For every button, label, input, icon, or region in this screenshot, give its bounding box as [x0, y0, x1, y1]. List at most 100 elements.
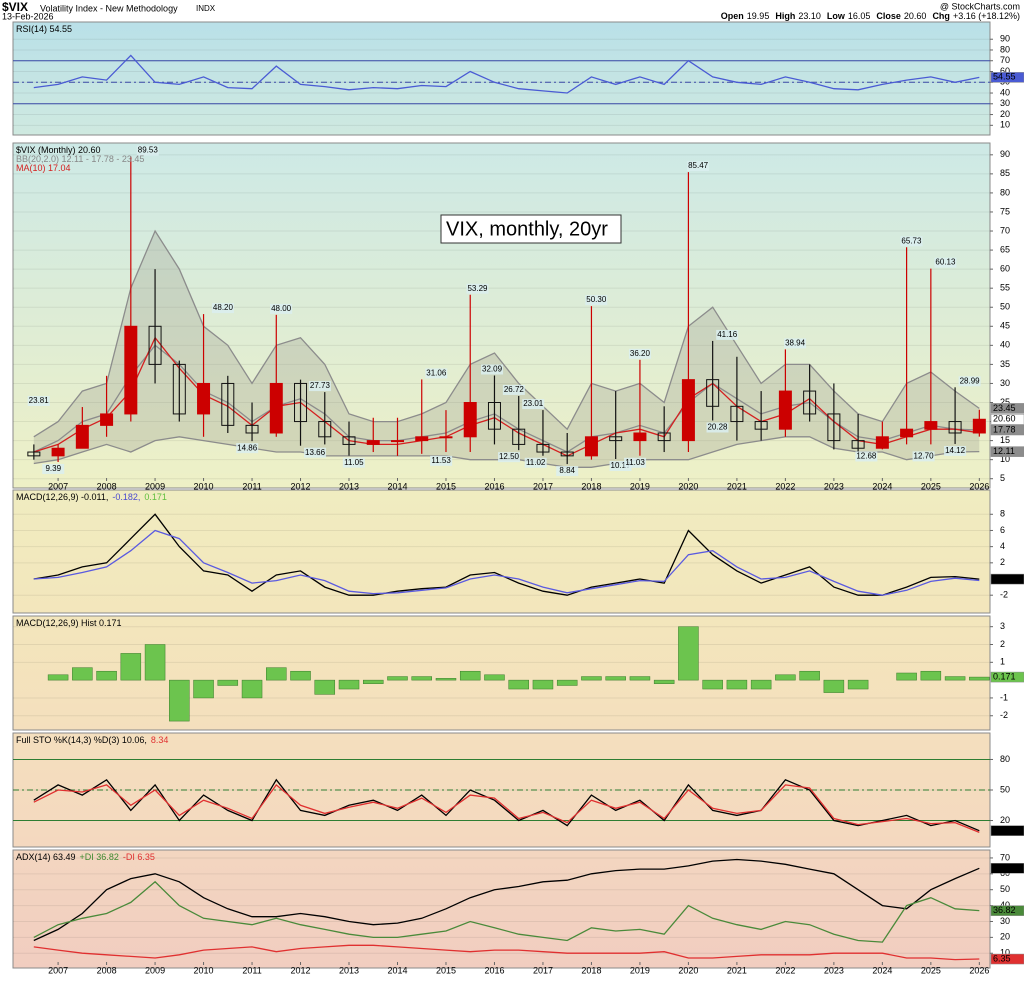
x-tick-label: 2010	[194, 481, 214, 491]
histogram-bar	[532, 679, 554, 690]
y-tick-label: -1	[1000, 692, 1008, 702]
series-line	[33, 858, 980, 942]
quote-value: 16.05	[848, 11, 871, 21]
legend-entry: -DI 6.35	[123, 852, 155, 862]
price-label: 9.39	[45, 464, 61, 473]
end-label: -0.011	[993, 573, 1018, 583]
x-tick-label: 2012	[291, 481, 311, 491]
candle-body	[439, 436, 453, 439]
price-label-box	[270, 303, 293, 314]
candle-body	[754, 421, 768, 430]
source: @ StockCharts.com	[940, 1, 1020, 11]
end-label-box	[990, 825, 1024, 836]
y-tick-label: 8	[1000, 509, 1005, 519]
price-label-box	[522, 399, 545, 410]
series-line	[33, 229, 980, 438]
candle-body	[100, 413, 114, 426]
price-label-box	[628, 348, 651, 359]
candle-body	[972, 418, 986, 434]
y-tick-label: 65	[1000, 244, 1010, 254]
x-tick-label: 2008	[97, 481, 117, 491]
legend-entry: BB(20,2.0) 12.11 - 17.78 - 23.45	[16, 154, 144, 164]
candle-body	[415, 436, 429, 442]
y-tick-label: 90	[1000, 34, 1010, 44]
x-tick-label: 2021	[727, 965, 747, 975]
x-tick-label: 2009	[145, 965, 165, 975]
price-label: 23.01	[523, 399, 544, 408]
end-label-box	[990, 671, 1024, 683]
end-label-box	[990, 863, 1024, 874]
price-label-box	[211, 303, 234, 314]
price-label-box	[900, 236, 923, 247]
y-tick-label: 30	[1000, 378, 1010, 388]
x-tick-label: 2012	[291, 965, 311, 975]
price-label-box	[784, 338, 807, 349]
end-label-box	[990, 573, 1024, 585]
histogram-bar	[144, 644, 166, 681]
price-label-box	[934, 257, 957, 268]
price-label-box	[42, 463, 65, 474]
price-label-box	[944, 445, 967, 456]
histogram-bar	[823, 679, 845, 693]
end-label: 12.11	[993, 446, 1015, 456]
price-label-box	[687, 161, 710, 172]
price-label-box	[304, 447, 327, 458]
candle-body	[536, 443, 550, 453]
series-line	[33, 529, 980, 596]
histogram-bar	[653, 679, 675, 684]
y-tick-label: 30	[1000, 98, 1010, 108]
histogram-bar	[387, 676, 408, 681]
x-tick-label: 2023	[824, 481, 844, 491]
histogram-bar	[556, 679, 578, 686]
histogram-bar	[96, 670, 117, 681]
price-label-box	[585, 295, 608, 306]
y-tick-label: 80	[1000, 44, 1010, 54]
y-tick-label: 40	[1000, 900, 1010, 910]
legend-entry: Full STO %K(14,3) %D(3) 10.06,	[16, 735, 147, 745]
quote: Open 19.95 High 23.10 Low 16.05 Close 20.60 Chg +…	[721, 11, 1020, 21]
histogram-bar	[217, 679, 239, 686]
histogram-bar	[847, 679, 869, 690]
y-tick-label: -2	[1000, 590, 1008, 600]
x-tick-label: 2024	[872, 965, 892, 975]
candle-body	[584, 436, 598, 457]
quote-value: +3.16 (+18.12%)	[953, 11, 1020, 21]
price-label-box	[430, 455, 453, 466]
y-tick-label: 70	[1000, 225, 1010, 235]
legend-entry: MACD(12,26,9) -0.011,	[16, 492, 108, 502]
y-tick-label: 75	[1000, 206, 1010, 216]
price-label: 31.06	[426, 369, 447, 378]
x-tick-label: 2020	[678, 481, 698, 491]
histogram-bar	[799, 670, 820, 681]
candle-body	[851, 440, 865, 449]
price-label-box	[481, 364, 504, 375]
y-tick-label: 40	[1000, 87, 1010, 97]
price-label-box	[502, 384, 525, 395]
candle-body	[827, 413, 841, 442]
candle-body	[609, 436, 623, 442]
quote-label: Low	[827, 11, 846, 21]
x-tick-label: 2018	[581, 965, 601, 975]
histogram-bar	[484, 674, 505, 681]
histogram-bar	[120, 653, 142, 681]
x-tick-label: 2025	[921, 965, 941, 975]
quote-value: 23.10	[798, 11, 821, 21]
price-label: 38.94	[785, 338, 806, 347]
series-line	[33, 336, 980, 457]
price-label: 48.00	[271, 304, 292, 313]
histogram-bar	[290, 670, 311, 681]
quote-label: Close	[876, 11, 901, 21]
series-line	[33, 944, 980, 961]
y-tick-label: 3	[1000, 621, 1005, 631]
price-panel	[12, 142, 991, 489]
exchange: INDX	[196, 4, 216, 13]
price-label-box	[236, 443, 259, 454]
candle-body	[900, 428, 914, 438]
quote-value: 19.95	[747, 11, 770, 21]
histogram-bar	[969, 676, 990, 681]
y-tick-label: 10	[1000, 948, 1010, 958]
price-label: 20.28	[707, 423, 728, 432]
x-tick-label: 2020	[678, 965, 698, 975]
y-tick-label: 30	[1000, 916, 1010, 926]
price-label: 23.81	[29, 396, 50, 405]
